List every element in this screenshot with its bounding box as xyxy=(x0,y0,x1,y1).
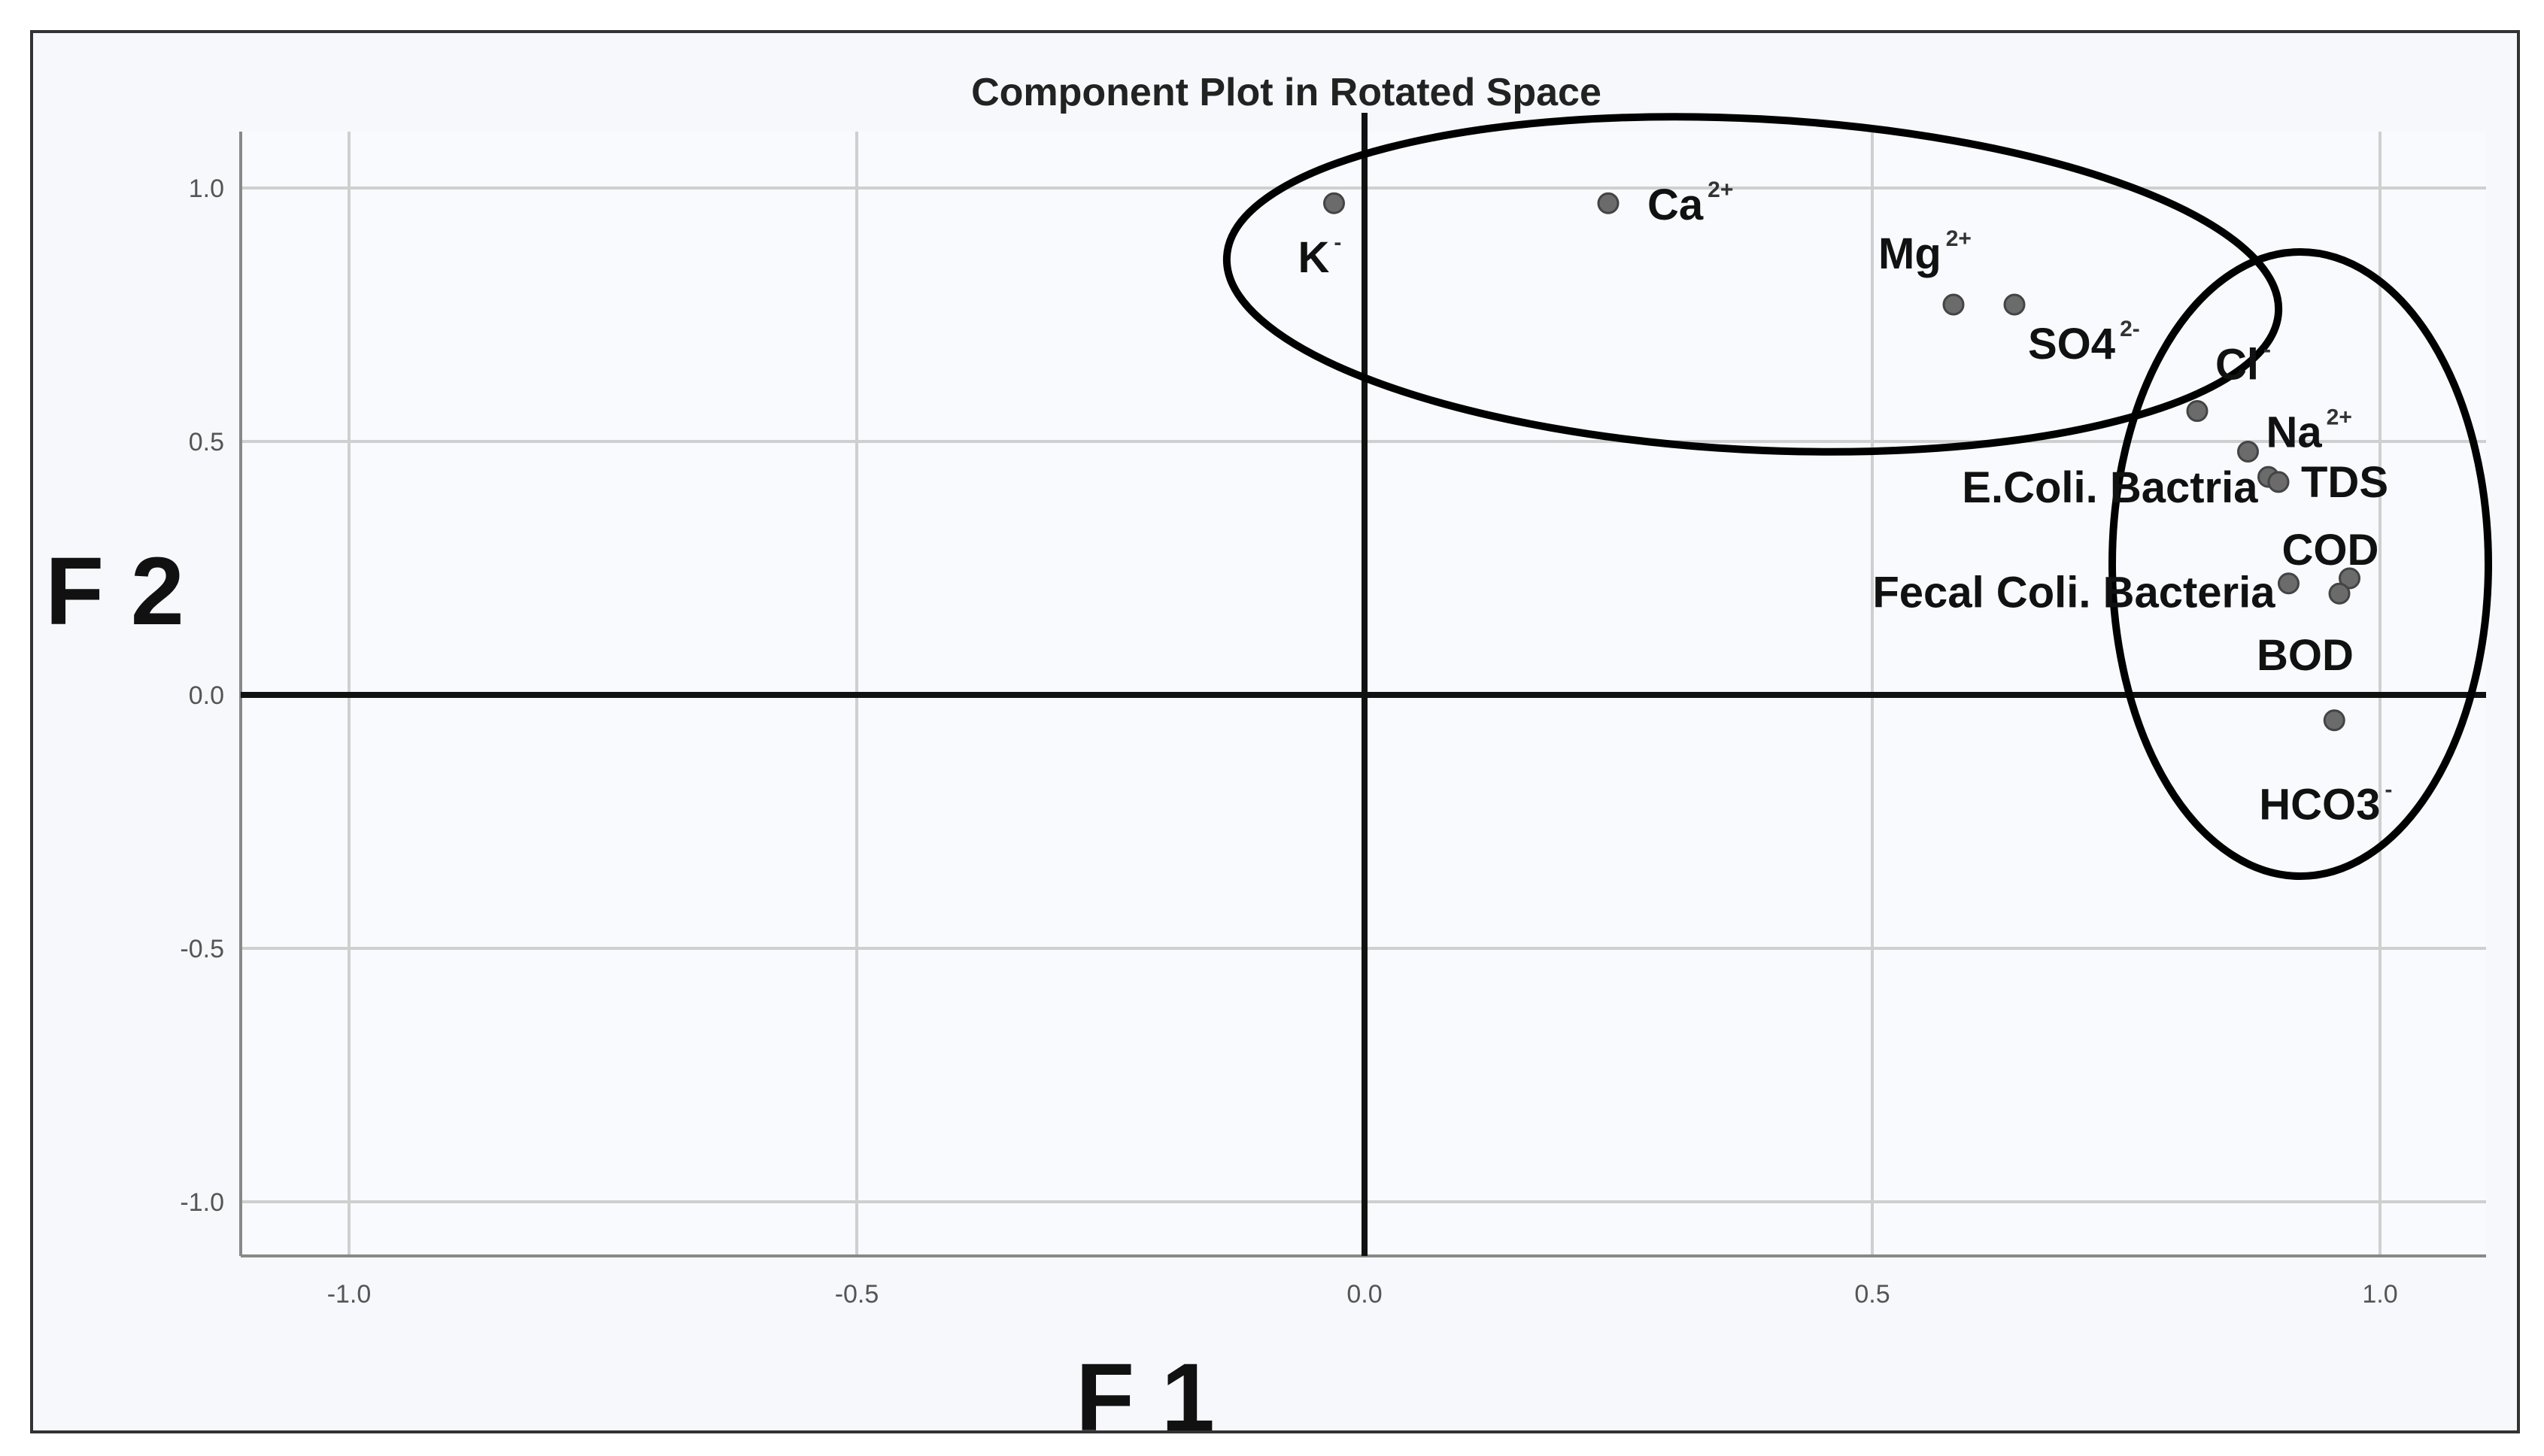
axes-layer: -1.0 -0.5 0.0 0.5 1.0 1.0 0.5 0.0 -0.5 -1.0 xyxy=(180,113,2486,1309)
x-tick-label: 0.0 xyxy=(1346,1280,1382,1309)
point-label-text: HCO3 xyxy=(2259,781,2380,830)
data-points xyxy=(1323,192,2360,732)
data-point xyxy=(2323,709,2345,732)
data-point xyxy=(2003,293,2026,316)
data-point xyxy=(2328,582,2351,605)
point-label: COD xyxy=(2282,526,2379,575)
point-label-text: Ca xyxy=(1647,180,1704,229)
point-label-superscript: - xyxy=(2385,778,2392,802)
y-tick-label: -1.0 xyxy=(180,1188,224,1217)
group-ellipse-pollution xyxy=(2108,248,2492,880)
point-label-superscript: - xyxy=(1334,230,1341,255)
x-tick-label: 0.5 xyxy=(1854,1280,1890,1309)
data-point xyxy=(2278,572,2300,595)
data-point xyxy=(2237,440,2259,463)
point-label-text: Mg xyxy=(1878,229,1941,278)
point-label: E.Coli. Bactria xyxy=(1962,463,2258,512)
point-label: Cl - xyxy=(2215,338,2271,390)
point-label: Mg 2+ xyxy=(1878,226,1972,278)
point-labels: K -Ca 2+Mg 2+SO4 2-Cl -Na 2+E.Coli. Bactria TDS… xyxy=(1298,177,2393,829)
point-label-text: Na xyxy=(2266,408,2323,457)
point-label-superscript: 2- xyxy=(2120,317,2140,341)
y-tick-label: -0.5 xyxy=(180,935,224,963)
x-axis-label: F 1 xyxy=(1076,1344,1215,1451)
point-label-text: SO4 xyxy=(2028,320,2115,369)
point-label-text: COD xyxy=(2282,526,2379,575)
point-label-text: Fecal Coli. Bacteria xyxy=(1872,569,2275,617)
x-tick-label: 1.0 xyxy=(2362,1280,2397,1309)
point-label: K- xyxy=(1298,230,1342,282)
y-tick-label: 1.0 xyxy=(189,174,224,203)
y-tick-label: 0.5 xyxy=(189,428,224,457)
y-axis-label: F 2 xyxy=(45,538,184,645)
point-label: TDS xyxy=(2301,458,2388,507)
data-point xyxy=(1323,192,1345,214)
chart-title: Component Plot in Rotated Space xyxy=(971,71,1601,114)
point-label: Na 2+ xyxy=(2266,405,2352,457)
y-tick-label: 0.0 xyxy=(189,681,224,710)
point-label-text: TDS xyxy=(2301,458,2388,507)
data-point xyxy=(2267,471,2290,493)
point-label-text: BOD xyxy=(2257,631,2354,680)
group-ellipse-cations xyxy=(1222,113,2283,456)
data-point xyxy=(2339,567,2360,590)
point-label-superscript: - xyxy=(2263,338,2271,362)
point-label-superscript: 2+ xyxy=(2327,405,2352,429)
data-point xyxy=(1597,192,1620,214)
group-ellipses xyxy=(1222,113,2492,880)
data-point xyxy=(1942,293,1965,316)
point-label-text: Cl xyxy=(2215,341,2259,390)
point-label: Fecal Coli. Bacteria xyxy=(1872,569,2275,617)
point-label-text: E.Coli. Bactria xyxy=(1962,463,2258,512)
point-label: BOD xyxy=(2257,631,2354,680)
x-tick-label: -1.0 xyxy=(327,1280,372,1309)
data-point xyxy=(2186,400,2209,423)
point-label: SO4 2- xyxy=(2028,317,2140,369)
point-label-text: K xyxy=(1298,233,1330,282)
point-label: Ca 2+ xyxy=(1647,177,1733,229)
point-label-superscript: 2+ xyxy=(1708,177,1733,202)
x-tick-label: -0.5 xyxy=(835,1280,879,1309)
point-label-superscript: 2+ xyxy=(1946,226,1972,251)
point-label: HCO3- xyxy=(2259,778,2392,830)
